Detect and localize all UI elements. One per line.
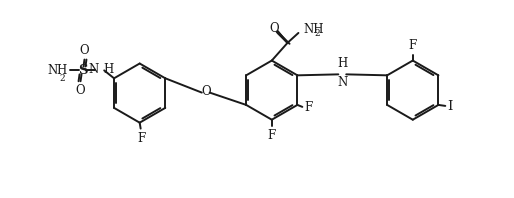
Text: H: H xyxy=(57,64,67,77)
Text: O: O xyxy=(201,85,211,98)
Text: N: N xyxy=(337,76,347,89)
Text: F: F xyxy=(268,129,276,142)
Text: H: H xyxy=(103,63,114,76)
Text: O: O xyxy=(80,44,89,57)
Text: NH: NH xyxy=(303,24,324,36)
Text: F: F xyxy=(138,131,146,145)
Text: O: O xyxy=(269,22,279,34)
Text: F: F xyxy=(304,101,313,114)
Text: S: S xyxy=(78,64,87,77)
Text: N: N xyxy=(88,63,98,76)
Text: N: N xyxy=(48,64,58,77)
Text: I: I xyxy=(447,100,453,113)
Text: H: H xyxy=(337,57,347,70)
Text: F: F xyxy=(409,39,417,52)
Text: 2: 2 xyxy=(59,74,65,83)
Text: 2: 2 xyxy=(315,30,320,38)
Text: O: O xyxy=(76,84,85,97)
